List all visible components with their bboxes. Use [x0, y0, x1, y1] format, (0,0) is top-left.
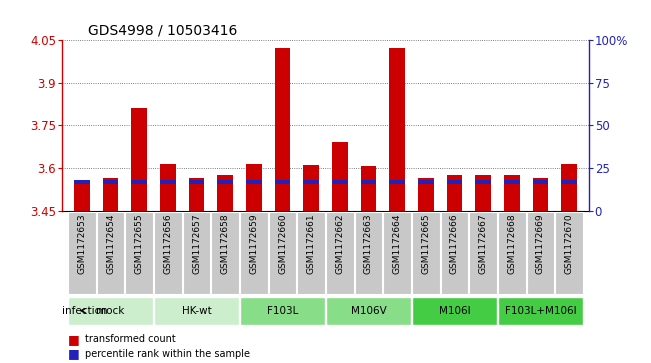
Text: ■: ■ — [68, 347, 80, 360]
Bar — [74, 181, 90, 211]
FancyBboxPatch shape — [527, 212, 554, 294]
FancyBboxPatch shape — [240, 212, 268, 294]
FancyBboxPatch shape — [154, 297, 239, 325]
Bar — [275, 49, 290, 211]
Text: GSM1172657: GSM1172657 — [192, 213, 201, 274]
FancyBboxPatch shape — [383, 212, 411, 294]
Bar — [303, 165, 319, 211]
Bar — [533, 180, 548, 184]
Bar — [504, 180, 519, 184]
Text: GSM1172658: GSM1172658 — [221, 213, 230, 274]
Text: GSM1172670: GSM1172670 — [564, 213, 574, 274]
FancyBboxPatch shape — [355, 212, 382, 294]
Text: M106I: M106I — [439, 306, 470, 316]
FancyBboxPatch shape — [240, 297, 325, 325]
FancyBboxPatch shape — [269, 212, 296, 294]
FancyBboxPatch shape — [412, 297, 497, 325]
FancyBboxPatch shape — [183, 212, 210, 294]
Bar — [389, 180, 405, 184]
Text: F103L+M106I: F103L+M106I — [505, 306, 576, 316]
FancyBboxPatch shape — [326, 297, 411, 325]
Bar — [561, 164, 577, 211]
Bar — [418, 178, 434, 211]
Bar — [361, 167, 376, 211]
Bar — [447, 175, 462, 211]
Bar — [246, 180, 262, 184]
FancyBboxPatch shape — [498, 297, 583, 325]
Text: GSM1172662: GSM1172662 — [335, 213, 344, 274]
Text: infection: infection — [62, 306, 108, 316]
Bar — [303, 180, 319, 184]
Bar — [361, 180, 376, 184]
Text: F103L: F103L — [267, 306, 298, 316]
Text: GSM1172653: GSM1172653 — [77, 213, 87, 274]
Text: GSM1172669: GSM1172669 — [536, 213, 545, 274]
Text: GSM1172659: GSM1172659 — [249, 213, 258, 274]
Text: GSM1172664: GSM1172664 — [393, 213, 402, 274]
FancyBboxPatch shape — [97, 212, 124, 294]
Bar — [533, 178, 548, 211]
Text: GSM1172665: GSM1172665 — [421, 213, 430, 274]
Bar — [132, 108, 147, 211]
FancyBboxPatch shape — [212, 212, 239, 294]
Bar — [132, 180, 147, 184]
Text: GSM1172663: GSM1172663 — [364, 213, 373, 274]
Bar — [561, 180, 577, 184]
Bar — [418, 180, 434, 184]
Bar — [332, 180, 348, 184]
Bar — [504, 175, 519, 211]
Bar — [217, 175, 233, 211]
Text: GSM1172656: GSM1172656 — [163, 213, 173, 274]
Text: mock: mock — [96, 306, 125, 316]
Bar — [74, 180, 90, 184]
Text: percentile rank within the sample: percentile rank within the sample — [85, 349, 249, 359]
Bar — [475, 175, 491, 211]
Bar — [275, 180, 290, 184]
Bar — [160, 164, 176, 211]
Bar — [103, 180, 118, 184]
Text: ■: ■ — [68, 333, 80, 346]
FancyBboxPatch shape — [555, 212, 583, 294]
Bar — [447, 180, 462, 184]
FancyBboxPatch shape — [498, 212, 525, 294]
Text: GSM1172667: GSM1172667 — [478, 213, 488, 274]
FancyBboxPatch shape — [298, 212, 325, 294]
FancyBboxPatch shape — [68, 297, 153, 325]
Bar — [475, 180, 491, 184]
Text: GDS4998 / 10503416: GDS4998 / 10503416 — [88, 23, 238, 37]
Text: HK-wt: HK-wt — [182, 306, 212, 316]
Bar — [103, 178, 118, 211]
Bar — [189, 178, 204, 211]
FancyBboxPatch shape — [469, 212, 497, 294]
FancyBboxPatch shape — [326, 212, 353, 294]
FancyBboxPatch shape — [126, 212, 153, 294]
FancyBboxPatch shape — [441, 212, 468, 294]
Bar — [160, 180, 176, 184]
Bar — [389, 49, 405, 211]
Text: GSM1172668: GSM1172668 — [507, 213, 516, 274]
Text: transformed count: transformed count — [85, 334, 175, 344]
Text: GSM1172654: GSM1172654 — [106, 213, 115, 274]
Bar — [246, 164, 262, 211]
FancyBboxPatch shape — [68, 212, 96, 294]
Bar — [217, 180, 233, 184]
FancyBboxPatch shape — [154, 212, 182, 294]
Text: GSM1172661: GSM1172661 — [307, 213, 316, 274]
Text: GSM1172666: GSM1172666 — [450, 213, 459, 274]
Bar — [332, 142, 348, 211]
Text: GSM1172660: GSM1172660 — [278, 213, 287, 274]
Text: M106V: M106V — [351, 306, 386, 316]
FancyBboxPatch shape — [412, 212, 439, 294]
Bar — [189, 180, 204, 184]
Text: GSM1172655: GSM1172655 — [135, 213, 144, 274]
